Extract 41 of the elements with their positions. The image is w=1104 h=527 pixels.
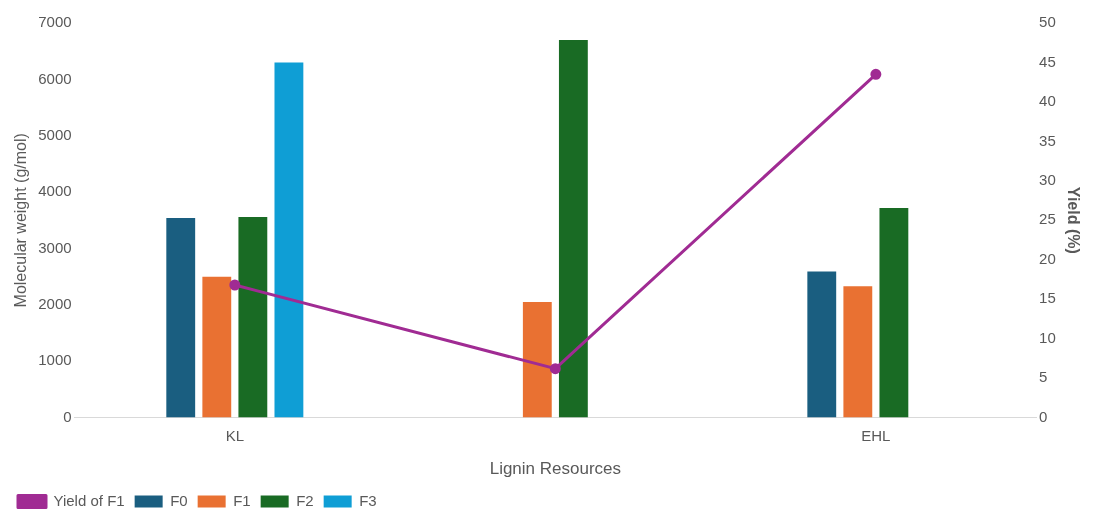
y2-tick-label: 20 (1039, 249, 1056, 267)
y-tick-label: 4000 (38, 182, 72, 200)
legend-label: Yield of F1 (53, 491, 125, 509)
legend-label: F0 (170, 491, 188, 509)
y2-tick-label: 10 (1039, 328, 1056, 346)
legend-label: F2 (296, 491, 314, 509)
y-tick-label: 2000 (38, 295, 72, 312)
y-axis-title: Molecular weight (g/mol) (12, 133, 30, 308)
y-tick-label: 6000 (38, 69, 72, 87)
bar (522, 302, 552, 418)
bar (166, 218, 196, 418)
y-tick-label: 5000 (38, 125, 72, 143)
y-tick-label: 1000 (38, 351, 72, 369)
y2-tick-label: 35 (1039, 131, 1056, 149)
y2-tick-label: 25 (1039, 210, 1056, 228)
y2-tick-label: 45 (1039, 52, 1056, 70)
bar (274, 62, 304, 418)
y2-tick-label: 0 (1039, 407, 1048, 425)
bar (202, 276, 232, 418)
x-tick-label: KL (225, 426, 245, 444)
y-tick-label: 0 (63, 407, 72, 425)
bar (238, 216, 268, 418)
legend-label: F3 (359, 491, 377, 509)
bar (807, 271, 837, 418)
point (229, 279, 241, 291)
y2-tick-label: 30 (1039, 170, 1056, 188)
point (870, 68, 882, 80)
legend-label: F1 (233, 491, 251, 509)
bar (843, 286, 873, 418)
point (549, 363, 561, 375)
y2-tick-label: 50 (1039, 13, 1056, 31)
bar (558, 39, 588, 418)
x-axis-title: Lignin Resources (489, 459, 622, 479)
y2-tick-label: 5 (1039, 368, 1048, 386)
y2-tick-label: 40 (1039, 92, 1056, 110)
y-tick-label: 7000 (38, 13, 72, 31)
y-tick-label: 3000 (38, 238, 72, 256)
bar (879, 207, 909, 418)
y2-tick-label: 15 (1039, 289, 1056, 307)
x-tick-label: EHL (861, 426, 891, 444)
y2-axis-title: Yield (%) (1064, 186, 1082, 254)
